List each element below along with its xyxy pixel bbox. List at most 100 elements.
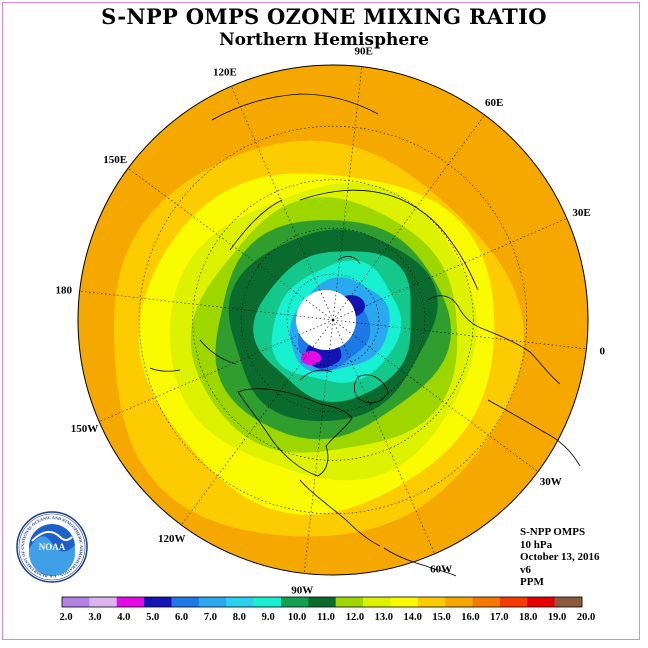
lon-label: 60E [485, 97, 503, 109]
meridian-line [127, 168, 334, 321]
colorbar-label: 8.0 [233, 612, 246, 623]
colorbar-label: 16.0 [461, 612, 479, 623]
colorbar-label: 6.0 [175, 612, 188, 623]
coastline [427, 295, 561, 385]
colorbar-swatch [445, 597, 473, 607]
meridian-line [79, 290, 334, 321]
colorbar-swatch [226, 597, 254, 607]
meridian-line [332, 218, 568, 321]
ozone-contour-4.8 [301, 351, 321, 365]
graticule [79, 66, 587, 574]
coastlines [149, 93, 581, 577]
colorbar-swatch [62, 597, 90, 607]
meridian-line [332, 319, 539, 472]
colorbar-label: 9.0 [262, 612, 275, 623]
colorbar-swatch [89, 597, 118, 607]
meridian-line [181, 319, 334, 526]
page-subtitle: Northern Hemisphere [219, 30, 429, 50]
meridian-line [98, 319, 334, 422]
coastline [211, 93, 379, 121]
colorbar-swatch [335, 597, 364, 607]
colorbar-swatch [308, 597, 336, 607]
info-instrument: S-NPP OMPS [520, 526, 586, 538]
longitude-labels: 120E 90E 60E 150E 30E 180 0 150W 30W 120W 60W 90W [55, 46, 605, 597]
coastline [237, 388, 353, 477]
colorbar-label: 15.0 [432, 612, 450, 623]
info-block: S-NPP OMPS 10 hPa October 13, 2016 v6 PP… [520, 526, 600, 589]
latitude-circle [240, 227, 426, 413]
meridian-line [332, 114, 485, 321]
lon-label: 60W [430, 564, 452, 576]
lon-label: 30W [540, 476, 562, 488]
colorbar-border [61, 596, 583, 608]
coastline [199, 339, 237, 365]
meridian-line [332, 319, 587, 350]
info-units: PPM [520, 576, 544, 588]
coastline [149, 367, 181, 372]
colorbar-swatch [363, 597, 391, 607]
logo-center-text: NOAA [39, 542, 66, 552]
coastline [299, 479, 381, 547]
colorbar-swatch [280, 597, 309, 607]
coastline [354, 374, 389, 404]
colorbar-swatch [253, 597, 282, 607]
map-border [77, 64, 589, 576]
coastline [299, 369, 333, 381]
meridian-line [303, 319, 334, 574]
page-title: S-NPP OMPS OZONE MIXING RATIO [101, 4, 547, 29]
coastline [229, 199, 283, 251]
no-data-region [296, 290, 356, 350]
colorbar-swatch [499, 597, 528, 607]
colorbar-label: 12.0 [346, 612, 364, 623]
latitude-circle [286, 273, 380, 367]
colorbar-label: 5.0 [146, 612, 159, 623]
colorbar-swatch [198, 597, 227, 607]
coastline [383, 547, 457, 577]
lon-label: 150E [103, 154, 127, 166]
lon-label: 120W [158, 533, 186, 545]
colorbar-label: 10.0 [288, 612, 306, 623]
colorbar-label: 13.0 [375, 612, 393, 623]
lon-label: 30E [572, 207, 590, 219]
meridian-line [231, 85, 334, 321]
info-pressure: 10 hPa [520, 538, 553, 551]
colorbar-label: 14.0 [404, 612, 422, 623]
latitude-circle [138, 125, 528, 515]
colorbar: 2.0 3.0 4.0 5.0 6.0 7.0 8.0 9.0 10.0 11.0 12.0 13.0… [59, 596, 595, 623]
lon-label: 120E [213, 67, 237, 79]
colorbar-label: 3.0 [88, 612, 101, 623]
colorbar-swatch [171, 597, 200, 607]
coastline [487, 399, 581, 467]
colorbar-label: 4.0 [117, 612, 130, 623]
coastline [337, 256, 361, 265]
colorbar-swatch [144, 597, 172, 607]
lon-label: 150W [71, 423, 99, 435]
colorbar-swatch [417, 597, 446, 607]
lon-label: 0 [600, 346, 606, 358]
colorbar-swatch [527, 597, 555, 607]
colorbar-swatch [116, 597, 145, 607]
coastline [299, 189, 479, 291]
colorbar-label: 11.0 [317, 612, 335, 623]
colorbar-swatch [472, 597, 501, 607]
colorbar-label: 19.0 [548, 612, 566, 623]
colorbar-label: 7.0 [204, 612, 217, 623]
latitude-circle [192, 179, 474, 461]
lon-label: 180 [55, 284, 72, 296]
colorbar-label: 20.0 [577, 612, 595, 623]
colorbar-label: 17.0 [490, 612, 508, 623]
meridian-line [332, 66, 363, 321]
colorbar-swatch [554, 597, 583, 607]
figure-frame [2, 2, 640, 640]
noaa-logo: NOAA NATIONAL OCEANIC AND ATMOSPHERIC AD… [16, 511, 88, 583]
colorbar-swatch [390, 597, 419, 607]
colorbar-label: 2.0 [59, 612, 72, 623]
info-version: v6 [520, 563, 531, 576]
meridian-line [332, 319, 435, 555]
lon-label: 90E [355, 46, 373, 58]
lon-label: 90W [291, 584, 313, 596]
info-date: October 13, 2016 [520, 551, 600, 563]
colorbar-label: 18.0 [519, 612, 537, 623]
